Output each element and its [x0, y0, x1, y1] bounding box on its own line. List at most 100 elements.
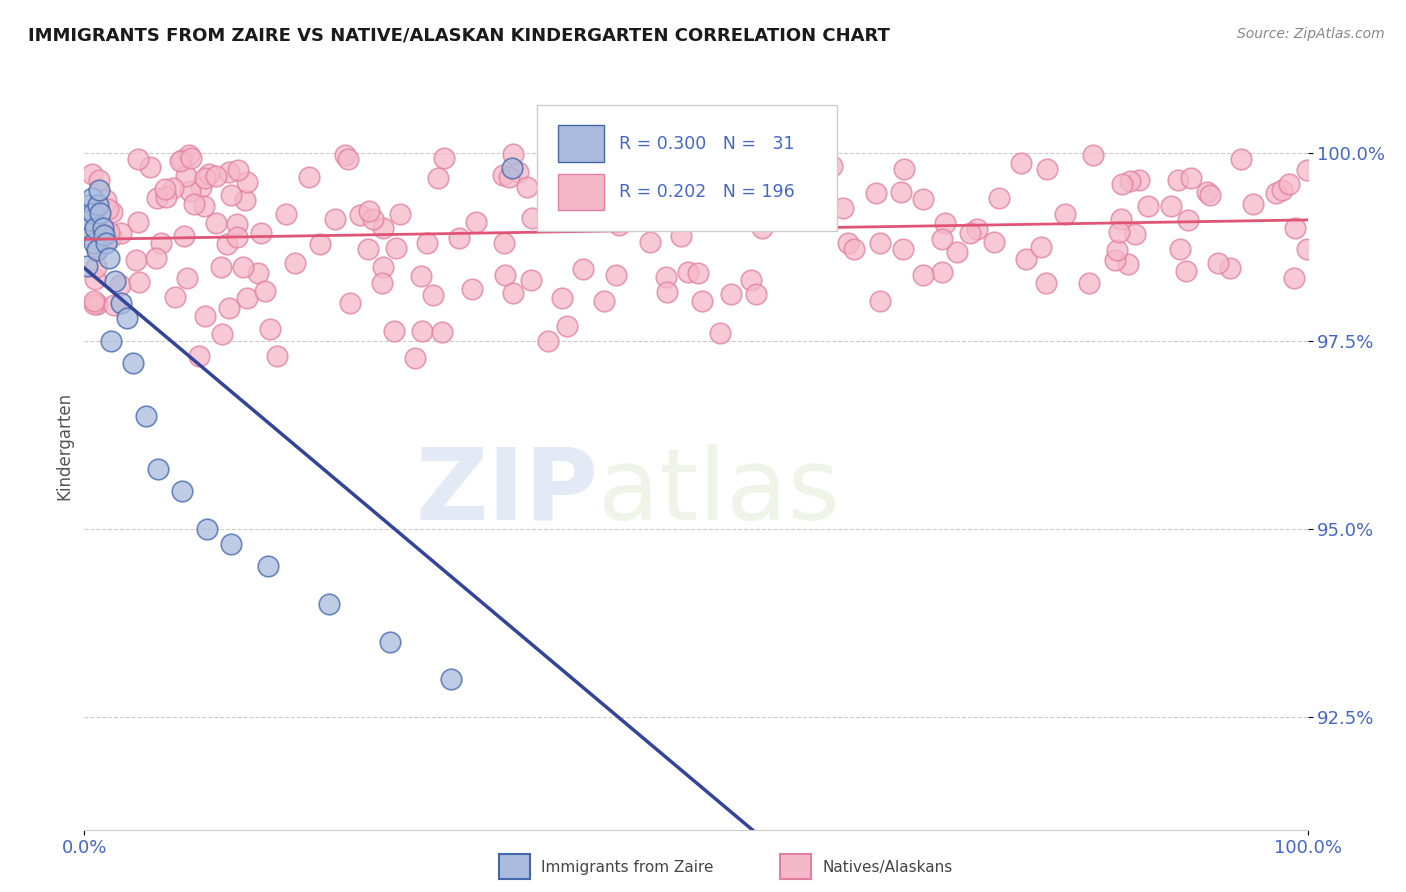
Point [128, 275, 150, 289]
Point [1036, 161, 1059, 176]
Point [339, 295, 361, 310]
Point [194, 171, 217, 186]
Point [100, 230, 122, 244]
Point [163, 290, 186, 304]
Point [1116, 257, 1139, 271]
Point [1284, 220, 1306, 235]
Point [122, 356, 145, 370]
Point [416, 236, 439, 251]
Point [371, 260, 394, 275]
Point [685, 192, 707, 206]
Point [1081, 148, 1104, 162]
Point [912, 268, 935, 282]
Point [1111, 177, 1133, 191]
Point [502, 161, 524, 175]
Point [440, 672, 463, 686]
Point [110, 226, 132, 240]
Point [388, 207, 411, 221]
Point [624, 182, 647, 196]
Point [1123, 227, 1146, 241]
Point [153, 181, 176, 195]
Point [257, 559, 280, 574]
Bar [558, 126, 605, 162]
Point [226, 162, 249, 177]
Point [87, 183, 110, 197]
Point [1180, 171, 1202, 186]
Point [97, 225, 120, 239]
Text: atlas: atlas [598, 443, 839, 541]
Point [1109, 212, 1132, 227]
Point [236, 292, 259, 306]
Point [494, 235, 516, 250]
Point [211, 326, 233, 341]
Point [1230, 152, 1253, 166]
Point [522, 211, 544, 225]
Point [1177, 212, 1199, 227]
Point [170, 153, 193, 168]
Point [370, 276, 392, 290]
Point [253, 284, 276, 298]
Point [780, 194, 803, 208]
Point [308, 237, 330, 252]
Point [575, 161, 598, 175]
Point [461, 282, 484, 296]
Point [76, 259, 98, 273]
Point [259, 322, 281, 336]
Text: Source: ZipAtlas.com: Source: ZipAtlas.com [1237, 27, 1385, 41]
Point [669, 229, 692, 244]
Point [382, 324, 405, 338]
Point [1241, 197, 1264, 211]
Point [225, 217, 247, 231]
Point [842, 242, 865, 256]
Point [934, 216, 956, 230]
Point [572, 261, 595, 276]
Point [80, 167, 103, 181]
Point [1198, 188, 1220, 202]
Point [209, 260, 232, 274]
Point [640, 235, 662, 249]
Point [520, 273, 543, 287]
Point [145, 251, 167, 265]
Point [422, 287, 444, 301]
Point [83, 235, 105, 250]
Point [349, 208, 371, 222]
Point [426, 171, 449, 186]
Point [605, 268, 627, 282]
Point [987, 191, 1010, 205]
Point [891, 243, 914, 257]
Point [464, 215, 486, 229]
Point [1278, 177, 1301, 191]
Point [1174, 264, 1197, 278]
Point [79, 227, 101, 242]
Point [91, 220, 114, 235]
Point [740, 273, 762, 287]
Text: R = 0.300   N =   31: R = 0.300 N = 31 [619, 135, 794, 153]
Point [86, 244, 108, 258]
Point [125, 252, 148, 267]
Point [550, 291, 572, 305]
Point [108, 278, 131, 293]
Point [83, 293, 105, 308]
Point [80, 191, 103, 205]
Point [249, 226, 271, 240]
Point [83, 297, 105, 311]
Point [180, 151, 202, 165]
Point [104, 274, 127, 288]
Point [411, 268, 433, 283]
Point [430, 325, 453, 339]
Point [1296, 242, 1319, 256]
Point [89, 173, 111, 187]
Point [676, 265, 699, 279]
Point [1011, 156, 1033, 170]
Point [550, 161, 572, 175]
Point [197, 167, 219, 181]
Point [404, 351, 426, 365]
Point [1284, 271, 1306, 285]
Text: Natives/Alaskans: Natives/Alaskans [823, 860, 953, 874]
Point [86, 297, 108, 311]
Point [720, 286, 742, 301]
Point [173, 228, 195, 243]
Point [357, 242, 380, 256]
Point [912, 192, 935, 206]
Point [498, 169, 520, 184]
